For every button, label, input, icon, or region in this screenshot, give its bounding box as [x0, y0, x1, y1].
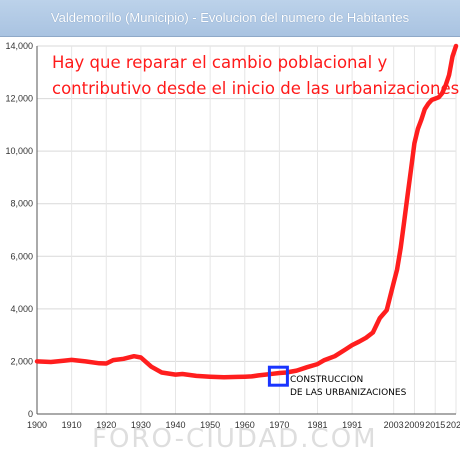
y-tick-label: 4,000	[10, 304, 33, 314]
population-line-chart: 0 2,000 4,000 6,000 8,000 10,000 12,000 14,000 1…	[5, 41, 460, 430]
y-tick-label: 12,000	[5, 94, 33, 104]
overlay-note: Hay que reparar el cambio poblacional y …	[52, 50, 460, 102]
y-tick-label: 10,000	[5, 146, 33, 156]
x-tick-label: 1930	[131, 420, 151, 430]
annotation-line-1: CONSTRUCCION	[290, 375, 364, 385]
urbanization-highlight-box	[267, 365, 289, 387]
x-tick-label: 2015	[425, 420, 445, 430]
x-tick-label: 1900	[27, 420, 47, 430]
construction-annotation: CONSTRUCCION DE LAS URBANIZACIONES	[290, 374, 406, 400]
x-tick-label: 1960	[235, 420, 255, 430]
x-tick-label: 1950	[200, 420, 220, 430]
x-tick-label: 2003	[384, 420, 404, 430]
overlay-note-line-1: Hay que reparar el cambio poblacional y	[52, 53, 388, 72]
chart-window-title: Valdemorillo (Municipio) - Evolucion del…	[0, 0, 460, 37]
x-tick-label: 1981	[307, 420, 327, 430]
population-series-line	[34, 43, 459, 380]
x-tick-label: 1940	[165, 420, 185, 430]
x-tick-label: 2009	[404, 420, 424, 430]
y-tick-label: 2,000	[10, 356, 33, 366]
y-tick-label: 0	[28, 409, 33, 419]
x-tick-label: 1910	[62, 420, 82, 430]
y-tick-label: 14,000	[5, 41, 33, 51]
y-tick-label: 8,000	[10, 199, 33, 209]
annotation-line-2: DE LAS URBANIZACIONES	[290, 388, 407, 398]
y-tick-label: 6,000	[10, 251, 33, 261]
overlay-note-line-2: contributivo desde el inicio de las urba…	[52, 79, 460, 98]
x-tick-label: 2021	[446, 420, 460, 430]
x-tick-label: 1991	[342, 420, 362, 430]
x-tick-label: 1920	[96, 420, 116, 430]
x-tick-label: 1970	[269, 420, 289, 430]
